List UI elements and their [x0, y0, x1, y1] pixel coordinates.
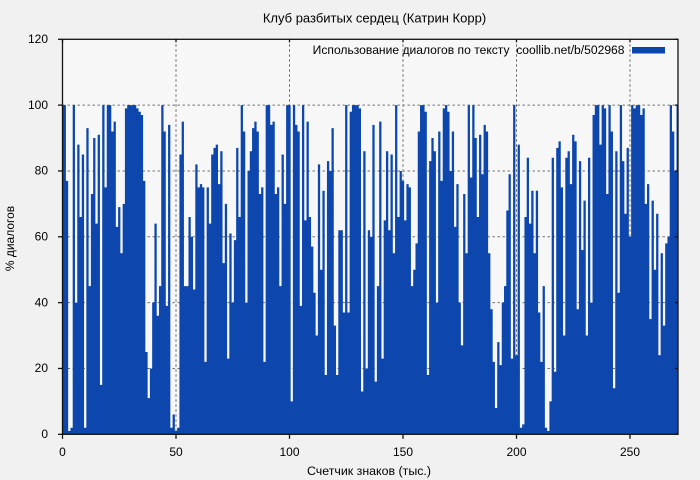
svg-text:200: 200	[506, 445, 526, 459]
svg-text:0: 0	[59, 445, 66, 459]
svg-text:% диалогов: % диалогов	[3, 206, 17, 271]
svg-text:60: 60	[35, 229, 49, 243]
svg-text:Клуб разбитых сердец (Катрин К: Клуб разбитых сердец (Катрин Корр)	[263, 11, 486, 26]
svg-text:150: 150	[393, 445, 413, 459]
svg-text:100: 100	[279, 445, 299, 459]
svg-text:0: 0	[41, 427, 48, 441]
svg-text:20: 20	[35, 361, 49, 375]
svg-text:Счетчик знаков (тыс.): Счетчик знаков (тыс.)	[307, 464, 431, 478]
svg-text:50: 50	[169, 445, 183, 459]
svg-text:100: 100	[28, 98, 48, 112]
svg-text:40: 40	[35, 295, 49, 309]
svg-text:Использование диалогов по текс: Использование диалогов по тексту coollib…	[313, 43, 625, 57]
svg-text:250: 250	[620, 445, 640, 459]
svg-text:120: 120	[28, 32, 48, 46]
svg-text:80: 80	[35, 164, 49, 178]
